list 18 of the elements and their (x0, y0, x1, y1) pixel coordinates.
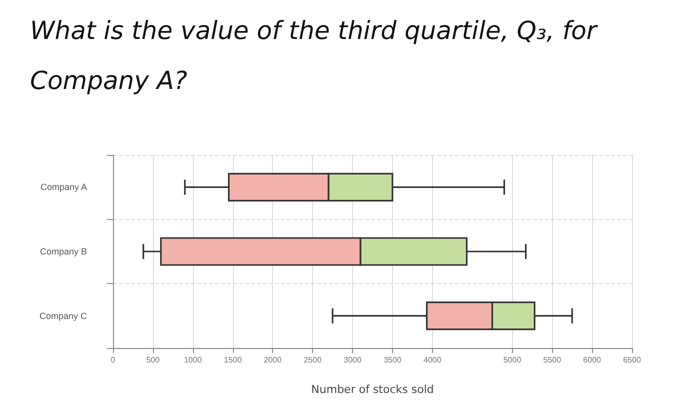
x-tick-label: 1500 (224, 356, 242, 364)
x-tick-label: 0 (110, 356, 116, 364)
x-tick-label: 1000 (184, 356, 202, 364)
x-tick-label: 4000 (423, 356, 442, 364)
x-tick-label: 6500 (623, 356, 642, 364)
y-tick-label: Company B (40, 246, 87, 256)
x-tick-label: 5500 (543, 356, 562, 364)
x-tick-label: 5000 (503, 356, 522, 364)
x-tick-label: 6000 (583, 356, 602, 364)
x-tick-label: 500 (146, 356, 160, 364)
x-tick-label: 2000 (264, 356, 282, 364)
y-tick-label: Company A (40, 182, 87, 192)
x-tick-label: 3500 (384, 356, 402, 364)
y-tick-label: Company C (39, 310, 88, 321)
x-tick-label: 2500 (304, 356, 322, 364)
x-tick-label: 3000 (344, 356, 362, 364)
x-axis-title: Number of stocks sold (311, 383, 434, 396)
chart-title: What is the value of the third quartile, Q₃, for Company A? (30, 15, 599, 97)
